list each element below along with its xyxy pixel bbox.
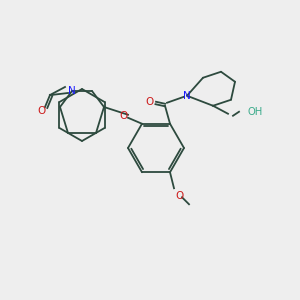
- Text: N: N: [183, 91, 191, 101]
- Text: O: O: [120, 111, 128, 121]
- Text: OH: OH: [247, 107, 262, 117]
- Text: N: N: [68, 86, 76, 96]
- Text: O: O: [176, 191, 184, 201]
- Text: O: O: [37, 106, 45, 116]
- Text: O: O: [146, 97, 154, 107]
